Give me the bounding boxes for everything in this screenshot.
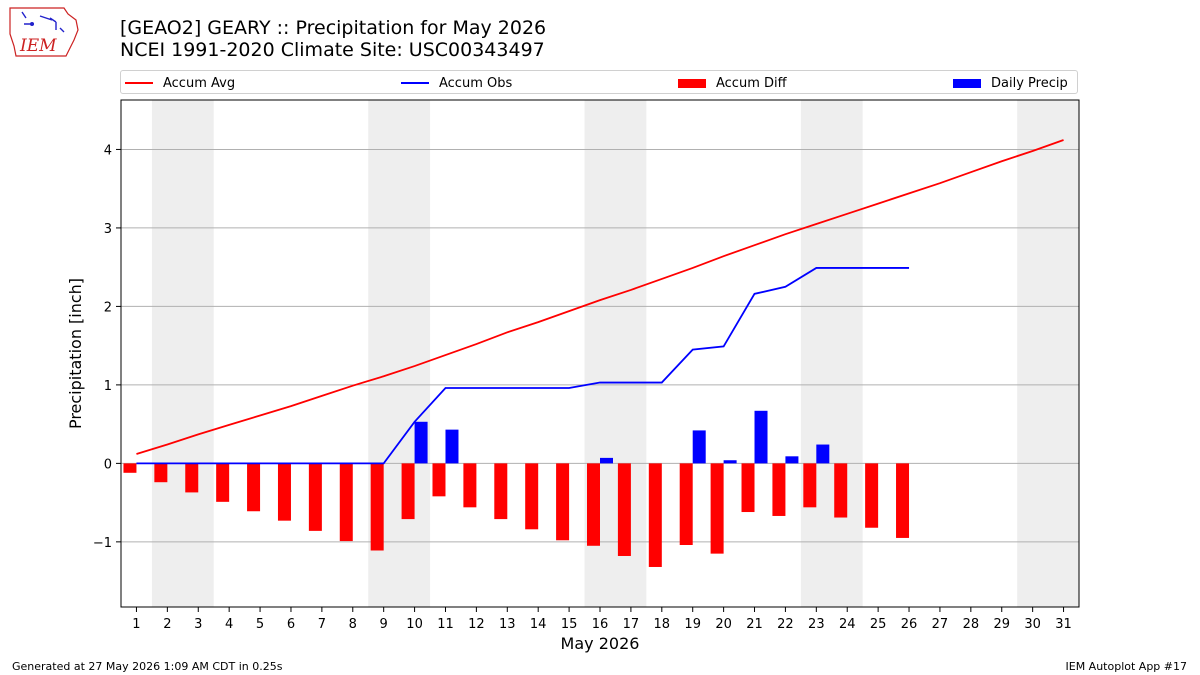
xtick-label-30: 30 — [1024, 617, 1041, 632]
xtick-label-27: 27 — [932, 617, 949, 632]
accum-obs-line — [136, 267, 910, 465]
accum-diff-bar-day-6 — [277, 463, 291, 521]
accum-avg-line — [136, 139, 1064, 455]
xtick-label-26: 26 — [901, 617, 918, 632]
legend-item-accum-avg: Accum Avg — [125, 71, 235, 95]
xtick-label-4: 4 — [225, 617, 233, 632]
xtick-label-11: 11 — [437, 617, 454, 632]
xtick-label-18: 18 — [654, 617, 671, 632]
accum-diff-bar-day-8 — [339, 463, 353, 542]
accum-diff-bar-day-7 — [308, 463, 322, 531]
legend-label-daily-precip: Daily Precip — [991, 75, 1068, 91]
svg-text:IEM: IEM — [19, 36, 57, 56]
accum-diff-bar-day-9 — [370, 463, 384, 551]
legend-item-daily-precip: Daily Precip — [953, 71, 1068, 95]
daily-precip-bar-day-16 — [600, 457, 613, 464]
accum-diff-bar-day-25 — [865, 463, 879, 528]
ytick-label-4: 4 — [104, 143, 112, 158]
xtick-label-25: 25 — [870, 617, 887, 632]
accum-diff-bar-day-20 — [710, 463, 724, 554]
legend-item-accum-diff: Accum Diff — [678, 71, 787, 95]
legend-swatch-daily-precip — [953, 78, 981, 88]
accum-diff-bar-day-3 — [185, 463, 199, 493]
accum-diff-bar-day-18 — [648, 463, 662, 567]
accum-diff-bar-day-22 — [772, 463, 786, 516]
accum-diff-bar-day-21 — [741, 463, 755, 513]
legend-label-accum-diff: Accum Diff — [716, 75, 787, 91]
xtick-label-24: 24 — [839, 617, 856, 632]
y-axis-label: Precipitation [inch] — [66, 278, 85, 429]
weekend-band-5 — [1017, 100, 1079, 607]
xtick-label-10: 10 — [406, 617, 423, 632]
xtick-label-12: 12 — [468, 617, 485, 632]
ytick-label-3: 3 — [104, 222, 112, 237]
accum-diff-bar-day-13 — [494, 463, 508, 520]
xtick-label-31: 31 — [1055, 617, 1072, 632]
accum-diff-bar-day-10 — [401, 463, 415, 520]
chart-subtitle: NCEI 1991-2020 Climate Site: USC00343497 — [120, 39, 545, 61]
chart-title: [GEAO2] GEARY :: Precipitation for May 2… — [120, 17, 547, 39]
accum-diff-bar-day-4 — [216, 463, 230, 502]
legend-label-accum-obs: Accum Obs — [439, 75, 513, 91]
accum-diff-bar-day-24 — [834, 463, 848, 518]
xtick-label-2: 2 — [163, 617, 171, 632]
xtick-label-29: 29 — [993, 617, 1010, 632]
daily-precip-bar-day-11 — [445, 429, 459, 464]
accum-diff-bar-day-23 — [803, 463, 817, 508]
accum-diff-bar-day-12 — [463, 463, 477, 508]
accum-diff-bar-day-19 — [679, 463, 693, 545]
ytick-label-0: 0 — [104, 457, 112, 472]
iem-logo: IEM — [6, 4, 82, 60]
legend-item-accum-obs: Accum Obs — [401, 71, 512, 95]
accum-diff-bar-day-1 — [123, 463, 137, 473]
accum-diff-bar-day-14 — [525, 463, 539, 530]
xtick-label-15: 15 — [561, 617, 578, 632]
xtick-label-14: 14 — [530, 617, 547, 632]
xtick-label-13: 13 — [499, 617, 516, 632]
accum-diff-bar-day-5 — [247, 463, 261, 512]
app-label: IEM Autoplot App #17 — [1065, 660, 1188, 673]
daily-precip-bar-day-23 — [816, 444, 830, 464]
accum-diff-bar-day-2 — [154, 463, 168, 483]
ytick-label-2: 2 — [104, 300, 112, 315]
xtick-label-1: 1 — [132, 617, 140, 632]
xtick-label-9: 9 — [380, 617, 388, 632]
xtick-label-3: 3 — [194, 617, 202, 632]
xtick-label-20: 20 — [715, 617, 732, 632]
legend-label-accum-avg: Accum Avg — [163, 75, 236, 91]
xtick-label-16: 16 — [592, 617, 609, 632]
accum-diff-bar-day-17 — [617, 463, 631, 556]
daily-precip-bar-day-20 — [723, 460, 737, 464]
accum-diff-bar-day-11 — [432, 463, 446, 497]
legend-swatch-accum-avg — [125, 82, 153, 84]
ytick-label--1: −1 — [93, 536, 112, 551]
daily-precip-bar-day-21 — [754, 410, 768, 464]
xtick-label-6: 6 — [287, 617, 295, 632]
legend-swatch-accum-diff — [678, 78, 706, 88]
xtick-label-22: 22 — [777, 617, 794, 632]
generated-timestamp: Generated at 27 May 2026 1:09 AM CDT in … — [12, 660, 283, 673]
xtick-label-23: 23 — [808, 617, 825, 632]
daily-precip-bar-day-19 — [692, 430, 706, 464]
xtick-label-21: 21 — [746, 617, 763, 632]
xtick-label-7: 7 — [318, 617, 326, 632]
accum-diff-bar-day-16 — [587, 463, 600, 546]
xtick-label-19: 19 — [684, 617, 701, 632]
chart-legend: Accum Avg Accum Obs Accum Diff Daily Pre… — [120, 70, 1078, 94]
xtick-label-5: 5 — [256, 617, 264, 632]
x-axis-label: May 2026 — [561, 634, 640, 653]
iowa-map-icon: IEM — [9, 7, 79, 57]
weekend-band-1 — [151, 100, 214, 607]
daily-precip-bar-day-22 — [785, 456, 799, 464]
accum-diff-bar-day-26 — [896, 463, 910, 538]
xtick-label-28: 28 — [963, 617, 980, 632]
accum-diff-bar-day-15 — [556, 463, 570, 541]
daily-precip-bar-day-10 — [414, 421, 428, 464]
ytick-label-1: 1 — [104, 379, 112, 394]
xtick-label-17: 17 — [623, 617, 640, 632]
xtick-label-8: 8 — [349, 617, 357, 632]
legend-swatch-accum-obs — [401, 82, 429, 84]
weekend-band-4 — [800, 100, 863, 607]
